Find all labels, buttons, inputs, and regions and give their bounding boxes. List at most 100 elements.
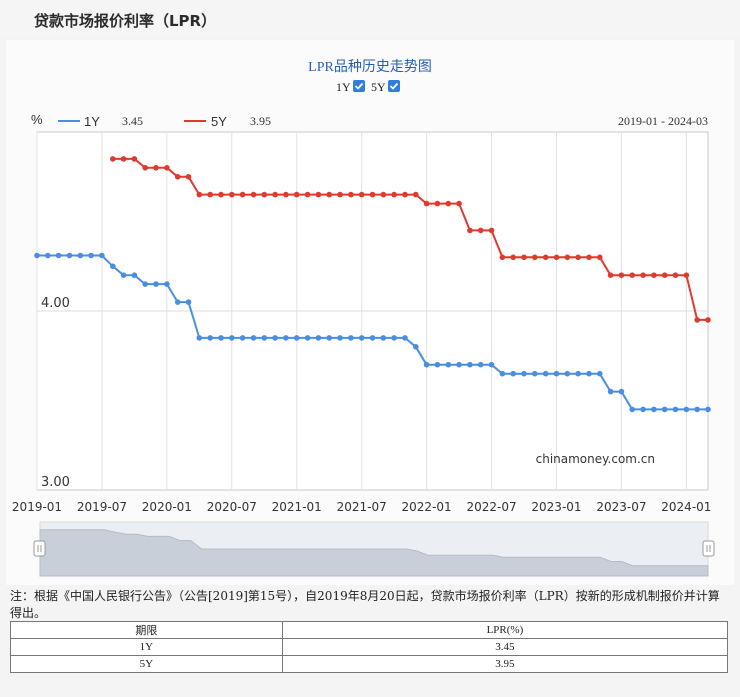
- data-point: [207, 335, 213, 341]
- slider-handle-right[interactable]: [702, 540, 715, 557]
- data-point: [683, 272, 690, 279]
- data-point: [661, 272, 668, 279]
- data-point: [629, 272, 635, 279]
- data-point: [293, 335, 300, 341]
- data-point: [467, 361, 473, 368]
- series-1y: [34, 252, 711, 413]
- data-point: [651, 406, 657, 413]
- date-range-label: 2019-01 - 2024-03: [618, 114, 708, 128]
- data-point: [694, 317, 700, 323]
- data-point: [207, 191, 213, 198]
- data-point: [283, 335, 289, 341]
- data-point: [326, 191, 333, 198]
- data-point: [337, 191, 343, 198]
- toggle-5y[interactable]: 5Y: [371, 80, 400, 94]
- data-point: [618, 272, 625, 279]
- data-point: [326, 335, 333, 341]
- data-point: [272, 191, 278, 198]
- data-point: [153, 281, 159, 287]
- toggle-1y-label: 1Y: [336, 80, 351, 94]
- data-point: [651, 272, 657, 279]
- legend: 1Y 3.45 5Y 3.95: [58, 114, 271, 129]
- data-point: [218, 191, 224, 198]
- data-point: [142, 165, 148, 171]
- lpr-chart: LPR品种历史走势图 1Y 5Y % 1Y 3.45 5Y 3.95 2019-…: [12, 59, 715, 577]
- data-point: [250, 191, 257, 198]
- slider-handle-left[interactable]: [33, 540, 46, 557]
- data-point: [380, 191, 387, 198]
- data-point: [315, 191, 322, 198]
- data-point: [661, 406, 668, 413]
- data-point: [672, 406, 679, 413]
- data-point: [542, 370, 549, 377]
- data-point: [261, 191, 268, 198]
- data-point: [413, 344, 419, 350]
- table-cell-term: 1Y: [10, 638, 283, 656]
- data-point: [283, 191, 289, 198]
- x-tick-label: 2023-01: [531, 500, 581, 514]
- data-point: [640, 406, 646, 413]
- x-tick-label: 2022-01: [402, 500, 452, 514]
- data-point: [510, 254, 516, 261]
- toggle-1y[interactable]: 1Y: [336, 80, 365, 94]
- data-point: [672, 272, 679, 279]
- table-cell-term: 5Y: [10, 655, 283, 673]
- data-point: [640, 272, 646, 279]
- data-point: [467, 227, 473, 234]
- data-point: [358, 191, 365, 198]
- data-point: [532, 254, 538, 261]
- series-5y: [110, 156, 711, 323]
- data-point: [456, 361, 462, 368]
- data-point: [423, 361, 430, 368]
- slider-preview-area: [39, 529, 709, 577]
- data-point: [369, 191, 376, 198]
- header-bar: [0, 0, 740, 38]
- data-point: [402, 191, 408, 198]
- toggle-1y-checkbox[interactable]: [353, 80, 365, 92]
- legend-5y-label: 5Y: [211, 114, 227, 129]
- x-tick-label: 2020-01: [142, 500, 192, 514]
- data-point: [55, 252, 62, 259]
- data-point: [510, 370, 516, 377]
- data-point: [607, 272, 614, 279]
- data-point: [229, 335, 235, 341]
- data-point: [185, 174, 192, 180]
- data-point: [477, 227, 484, 234]
- data-point: [423, 200, 430, 207]
- methodology-note: 注：根据《中国人民银行公告》（公告[2019]第15号），自2019年8月20日…: [10, 589, 720, 620]
- data-point: [369, 335, 376, 341]
- data-point: [239, 191, 246, 198]
- data-point: [629, 406, 635, 413]
- data-point: [77, 252, 84, 259]
- data-point: [445, 200, 452, 207]
- data-point: [391, 191, 397, 198]
- data-point: [553, 254, 560, 261]
- x-tick-label: 2024-01: [661, 500, 711, 514]
- y-tick-label: 4.00: [41, 296, 70, 311]
- table-header-rate: LPR(%): [281, 621, 729, 639]
- data-point: [564, 254, 571, 261]
- data-point: [131, 156, 138, 162]
- x-tick-label: 2021-07: [337, 500, 387, 514]
- data-point: [337, 335, 343, 341]
- data-point: [174, 299, 181, 305]
- data-point: [586, 254, 592, 261]
- data-point: [705, 406, 711, 413]
- data-point: [304, 335, 311, 341]
- data-point: [164, 165, 170, 171]
- toggle-5y-checkbox[interactable]: [388, 80, 400, 92]
- lpr-table: 期限 LPR(%) 1Y 3.45 5Y 3.95: [10, 621, 729, 673]
- legend-1y-value: 3.45: [122, 114, 143, 128]
- table-row: 5Y 3.95: [10, 655, 729, 673]
- data-point: [564, 370, 571, 377]
- table-header-term: 期限: [10, 621, 283, 639]
- range-slider[interactable]: [33, 521, 715, 577]
- data-point: [88, 252, 94, 259]
- series-layer: [34, 156, 711, 413]
- legend-5y-value: 3.95: [250, 114, 271, 128]
- data-point: [239, 335, 246, 341]
- data-point: [131, 272, 138, 279]
- data-point: [45, 252, 51, 259]
- data-point: [553, 370, 560, 377]
- data-point: [434, 200, 441, 207]
